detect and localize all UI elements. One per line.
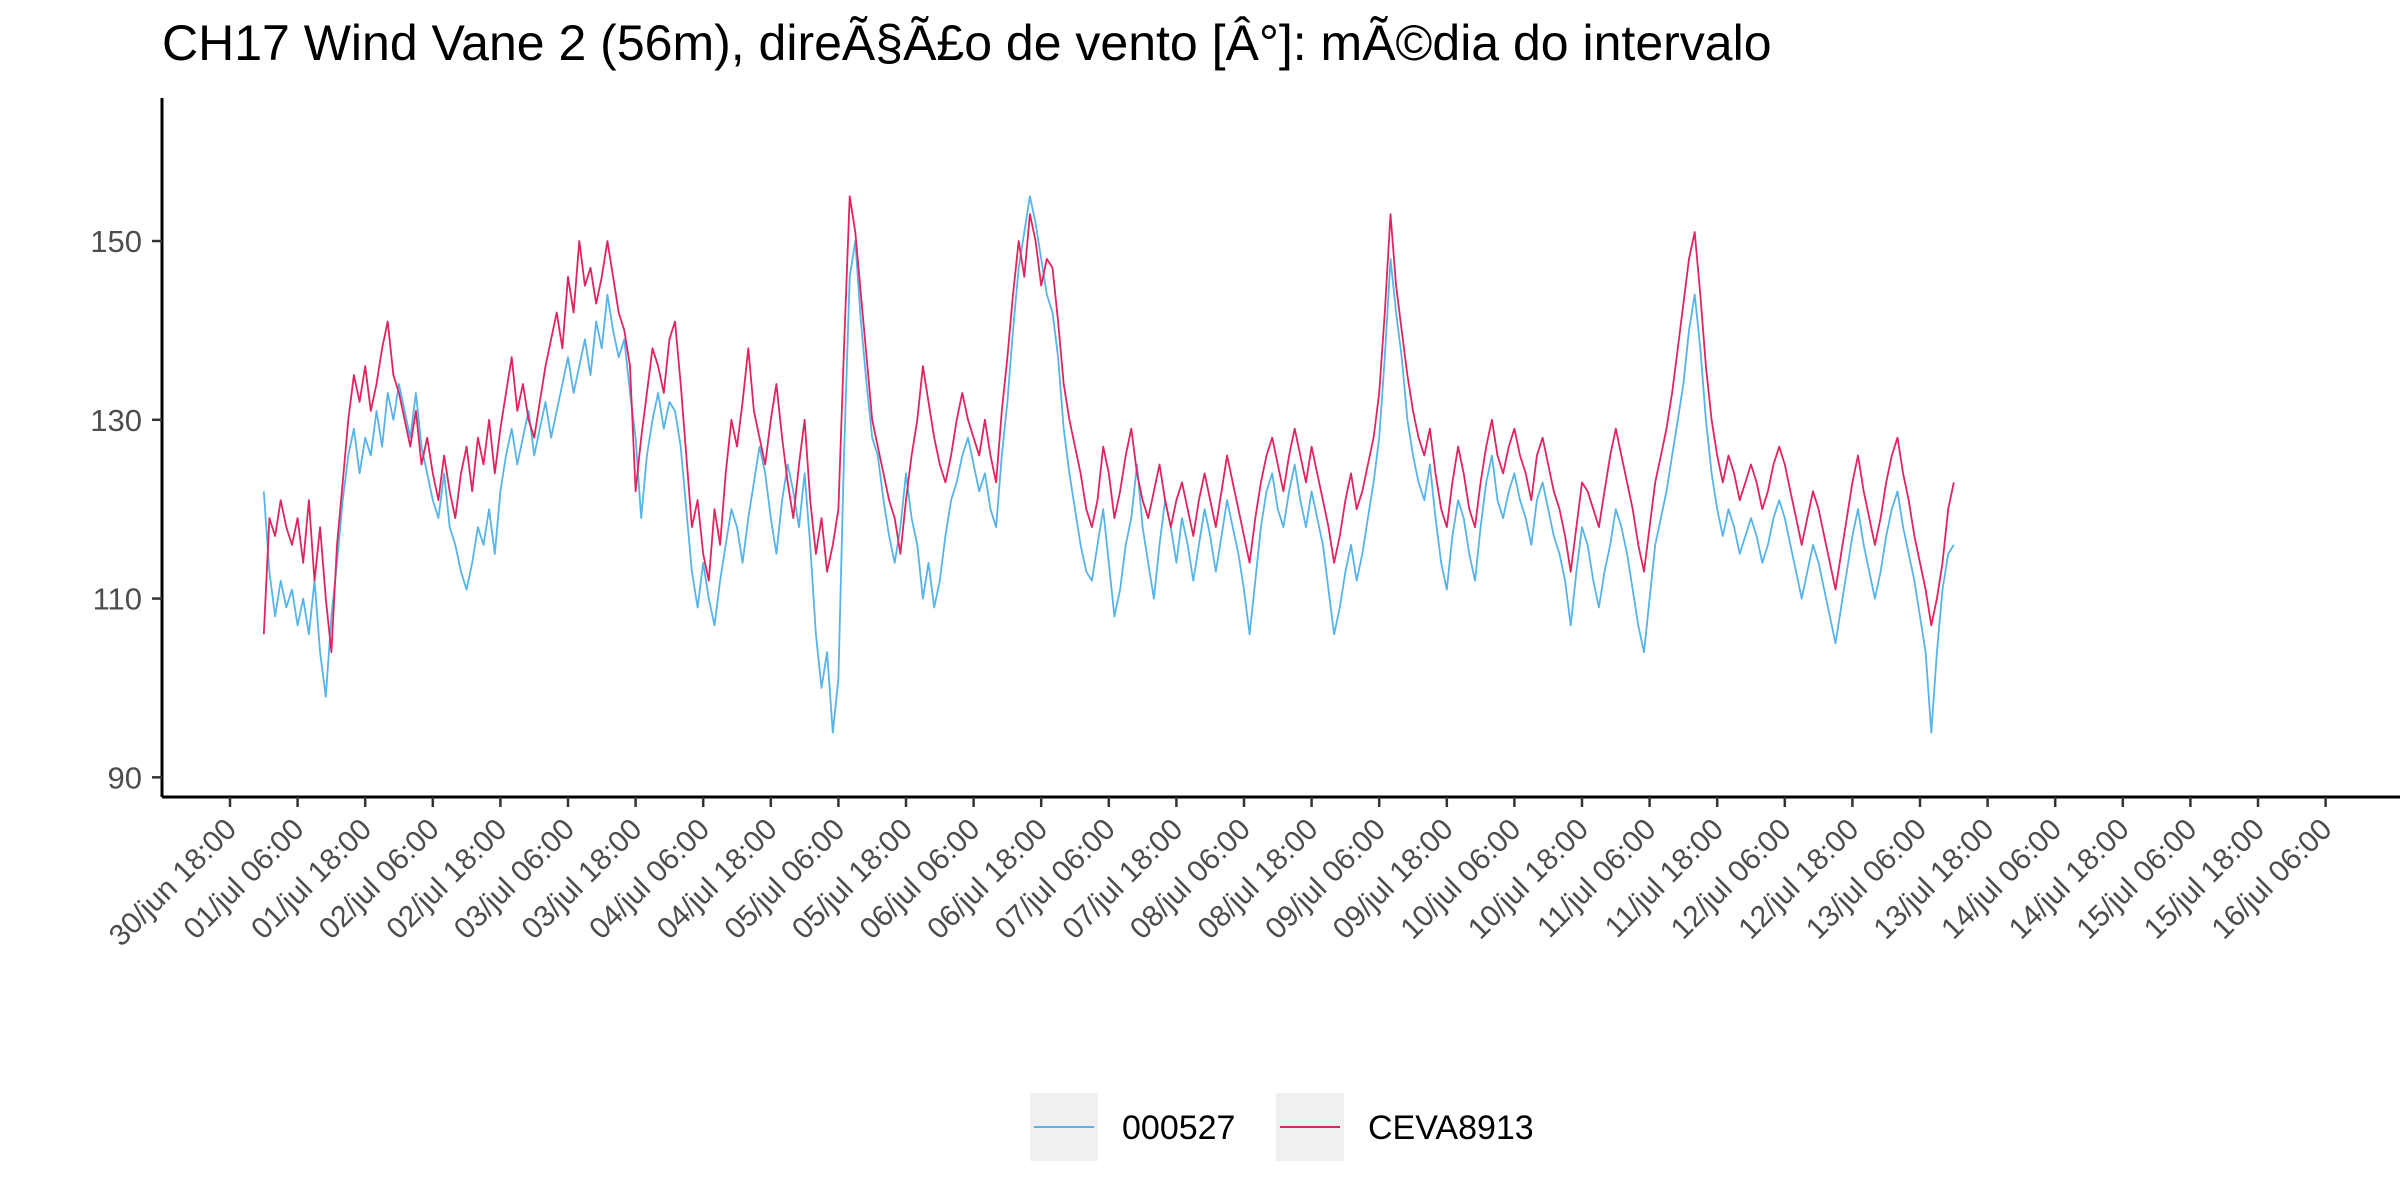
y-tick-label: 110 <box>93 582 142 617</box>
legend: 000527 CEVA8913 <box>1030 1093 1534 1161</box>
legend-label: CEVA8913 <box>1368 1109 1534 1147</box>
series-line-000527 <box>262 195 1955 734</box>
y-tick-label: 150 <box>90 224 142 259</box>
y-tick-label: 90 <box>108 760 142 795</box>
series-layer <box>262 195 1955 734</box>
legend-label: 000527 <box>1122 1109 1235 1147</box>
chart-title: CH17 Wind Vane 2 (56m), direÃ§Ã£o de ven… <box>162 15 1772 71</box>
legend-item-000527: 000527 <box>1030 1093 1235 1161</box>
series-line-CEVA8913 <box>262 195 1955 654</box>
y-tick-label: 130 <box>90 403 142 438</box>
y-axis-ticks: 90 110 130 150 <box>90 224 162 795</box>
legend-item-CEVA8913: CEVA8913 <box>1276 1093 1534 1161</box>
